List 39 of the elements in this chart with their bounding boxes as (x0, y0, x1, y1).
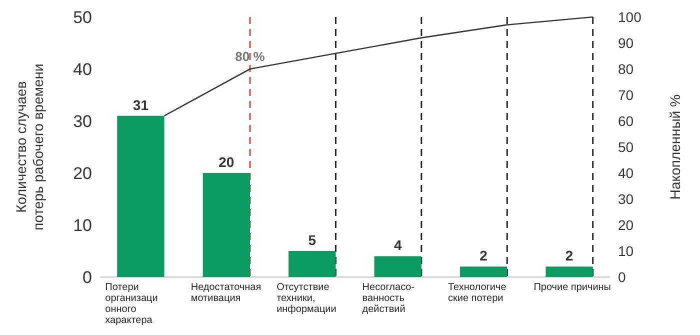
y-tick-label: 50 (73, 8, 92, 27)
y2-tick-label: 60 (618, 112, 634, 129)
bar (117, 116, 164, 277)
bar (202, 173, 250, 277)
y2-tick-label: 80 (618, 60, 634, 77)
data-label: 31 (132, 96, 149, 113)
y2-tick-label: 90 (618, 34, 634, 51)
y-tick-label: 0 (82, 268, 92, 287)
y2-tick-label: 10 (618, 242, 634, 259)
x-tick-label: Недостаточная мотивация (190, 282, 262, 304)
y2-tick-label: 100 (618, 8, 642, 25)
y2-tick-label: 40 (618, 164, 634, 181)
y2-tick-label: 30 (618, 190, 634, 207)
x-tick-label: Прочие причины (534, 282, 612, 293)
y2-axis-title: Накопленный % (667, 94, 683, 200)
y-axis-title: Количество случаев потерь рабочего времени (13, 64, 46, 230)
y-tick-label: 40 (73, 60, 92, 79)
x-tick-label: Несогласо- ванность действий (362, 282, 415, 315)
bar (546, 266, 593, 277)
y-tick-label: 20 (73, 164, 92, 183)
bar (374, 256, 422, 277)
y-tick-label: 10 (73, 216, 92, 235)
y2-tick-label: 70 (618, 86, 634, 103)
y-tick-label: 30 (73, 112, 92, 131)
bar (288, 251, 336, 277)
data-label: 2 (480, 248, 488, 264)
y2-tick-label: 50 (618, 138, 634, 155)
x-tick-label: Отсутствие техники, информации (276, 282, 336, 315)
data-label: 4 (394, 237, 402, 254)
y2-tick-label: 20 (618, 216, 634, 233)
data-label: 5 (308, 232, 316, 248)
line-series (164, 16, 594, 116)
x-tick-label: Технологиче ские потери (448, 282, 507, 304)
y2-tick-label: 0 (618, 268, 626, 285)
data-label: 2 (565, 248, 574, 264)
annotation: 80 % (235, 49, 266, 64)
x-tick-label: Потери организаци онного характера (105, 282, 158, 326)
data-label: 20 (218, 154, 234, 170)
bar (460, 266, 508, 277)
